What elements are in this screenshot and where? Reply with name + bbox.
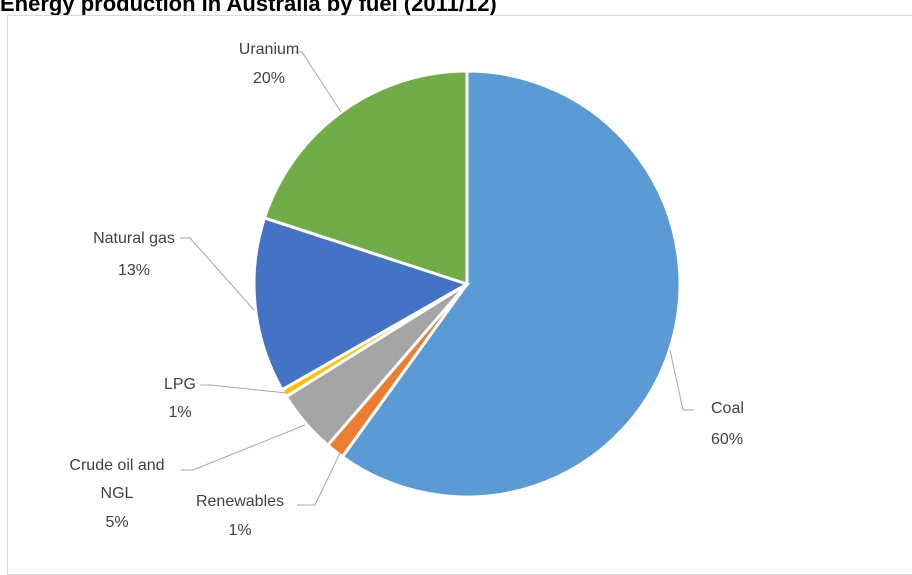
chart-title: Energy production in Australia by fuel (… <box>0 0 497 16</box>
leader-line <box>295 51 342 113</box>
data-label-percent: 1% <box>228 522 251 539</box>
pie-slice-coal <box>340 69 682 499</box>
data-label-percent: 60% <box>711 431 743 448</box>
leader-line <box>669 349 694 411</box>
data-label-percent: 13% <box>118 262 150 279</box>
leader-line <box>200 384 288 394</box>
data-label-percent: 5% <box>105 514 128 531</box>
leader-line <box>181 424 306 471</box>
data-label-category: Coal <box>711 400 744 417</box>
data-label-percent: 20% <box>253 70 285 87</box>
pie-slice-uranium <box>262 69 469 287</box>
data-label-category: Renewables <box>196 493 284 510</box>
data-label-category: Natural gas <box>93 230 175 247</box>
pie-chart: Coal 60% Renewables 1% Crude oil and NGL 5% LPG… <box>69 41 744 539</box>
pie-slice-natural-gas <box>252 216 471 392</box>
data-label-category: Uranium <box>239 41 299 58</box>
data-label-category: NGL <box>101 485 134 502</box>
leader-line <box>297 452 341 506</box>
data-label-percent: 1% <box>168 404 191 421</box>
leader-line <box>180 237 255 311</box>
data-label-category: Crude oil and <box>69 457 164 474</box>
data-label-category: LPG <box>164 376 196 393</box>
